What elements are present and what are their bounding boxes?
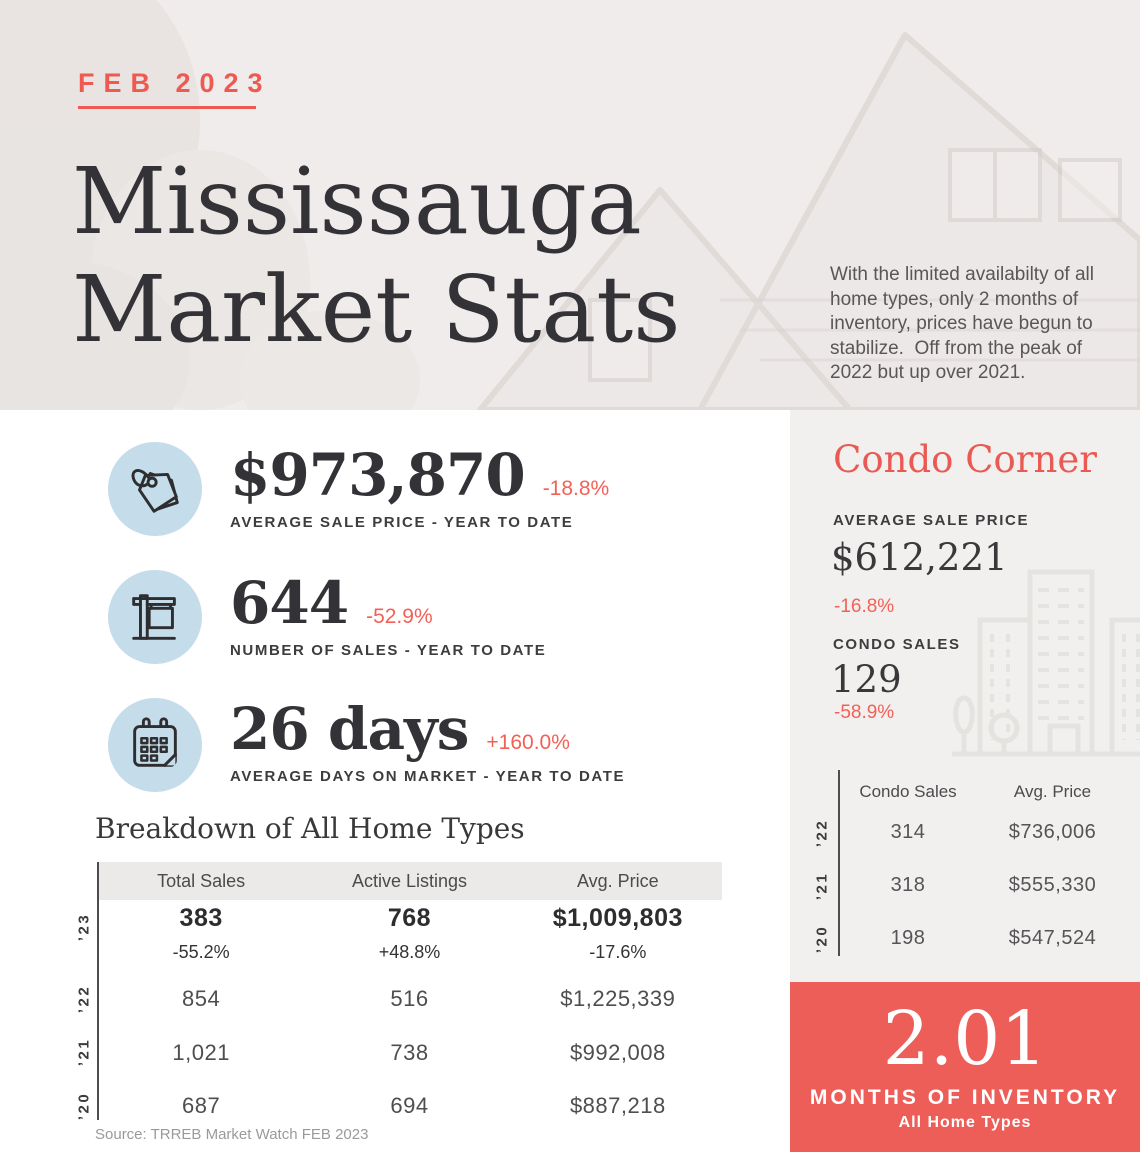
condo-avg-price-change: -16.8% (834, 596, 895, 617)
active-listings-2022: 516 (390, 986, 429, 1011)
condo-column-header-avg-price: Avg. Price (1013, 782, 1092, 801)
total-sales-2021: 1,021 (172, 1040, 230, 1065)
condo-year-label-20: ’20 (813, 924, 831, 954)
breakdown-year-label-20: ’20 (75, 1091, 93, 1121)
avg-price-change-2023: -17.6% (589, 942, 647, 962)
days-on-market-value: 26 days (230, 695, 469, 763)
yard-sign-icon (132, 594, 176, 640)
months-of-inventory-box: 2.01 MONTHS OF INVENTORY All Home Types (790, 982, 1140, 1152)
table-row-2021: 1,021 738 $992,008 (97, 1040, 722, 1066)
total-sales-2023: 383 (179, 904, 223, 932)
table-row-2020: 687 694 $887,218 (97, 1093, 722, 1119)
price-stat-icon-circle (108, 442, 202, 536)
breakdown-title: Breakdown of All Home Types (95, 812, 525, 845)
hero-section: FEB 2023 Mississauga Market Stats With th… (0, 0, 1140, 410)
days-on-market-label: AVERAGE DAYS ON MARKET - YEAR TO DATE (230, 768, 626, 785)
condo-avg-price-2021: $555,330 (1008, 874, 1097, 896)
avg-sale-price-change: -18.8% (542, 477, 610, 500)
condo-avg-price-value: $612,221 (831, 536, 1008, 579)
page-title: Mississauga Market Stats (72, 148, 792, 363)
days-stat: 26 days +160.0% AVERAGE DAYS ON MARKET -… (230, 700, 625, 785)
inventory-label: MONTHS OF INVENTORY (809, 1086, 1121, 1109)
table-row-2023: 383 -55.2% 768 +48.8% $1,009,803 -17.6% (97, 904, 722, 963)
condo-avg-price-2022: $736,006 (1008, 821, 1097, 843)
condo-column-header-sales: Condo Sales (859, 782, 957, 801)
total-sales-2020: 687 (182, 1093, 221, 1118)
column-header-total-sales: Total Sales (157, 870, 246, 891)
page-title-line1: Mississauga (72, 148, 642, 255)
sales-stat-icon-circle (108, 570, 202, 664)
condo-avg-price-label: AVERAGE SALE PRICE (833, 512, 1030, 529)
breakdown-table-axis-line (97, 862, 99, 1120)
calendar-icon (133, 717, 177, 767)
breakdown-year-label-21: ’21 (75, 1037, 93, 1067)
condo-sales-2020: 198 (890, 927, 926, 949)
days-on-market-change: +160.0% (486, 731, 570, 754)
avg-sale-price-value: $973,870 (230, 441, 526, 509)
condo-year-label-21: ’21 (813, 871, 831, 901)
active-listings-2021: 738 (390, 1040, 429, 1065)
active-listings-change-2023: +48.8% (378, 942, 441, 962)
page-title-line2: Market Stats (72, 255, 681, 363)
condo-table-axis-line (838, 770, 840, 956)
table-row-2022: 854 516 $1,225,339 (97, 986, 722, 1012)
condo-sales-2021: 318 (890, 874, 926, 896)
inventory-sublabel: All Home Types (898, 1114, 1032, 1131)
condo-corner-title: Condo Corner (833, 438, 1097, 481)
sales-stat: 644 -52.9% NUMBER OF SALES - YEAR TO DAT… (230, 574, 546, 659)
breakdown-year-label-23: ’23 (75, 912, 93, 942)
condo-sales-value: 129 (831, 658, 902, 701)
date-kicker: FEB 2023 (78, 68, 272, 98)
kicker-underline (78, 106, 256, 109)
price-stat: $973,870 -18.8% AVERAGE SALE PRICE - YEA… (230, 446, 609, 531)
avg-price-2022: $1,225,339 (560, 986, 676, 1011)
breakdown-year-label-22: ’22 (75, 984, 93, 1014)
condo-sales-label: CONDO SALES (833, 636, 961, 653)
condo-sales-change: -58.9% (834, 702, 895, 723)
active-listings-2023: 768 (387, 904, 432, 932)
avg-price-2020: $887,218 (569, 1093, 666, 1118)
number-of-sales-change: -52.9% (366, 605, 433, 628)
house-photo-background (0, 0, 1140, 410)
avg-price-2023: $1,009,803 (552, 904, 683, 932)
price-tags-icon (131, 469, 179, 513)
active-listings-2020: 694 (390, 1093, 429, 1118)
days-stat-icon-circle (108, 698, 202, 792)
number-of-sales-label: NUMBER OF SALES - YEAR TO DATE (230, 642, 547, 659)
source-note: Source: TRREB Market Watch FEB 2023 (95, 1126, 369, 1143)
number-of-sales-value: 644 (230, 569, 349, 637)
inventory-value: 2.01 (882, 996, 1048, 1082)
avg-sale-price-label: AVERAGE SALE PRICE - YEAR TO DATE (230, 514, 574, 531)
total-sales-2022: 854 (182, 986, 221, 1011)
city-buildings-illustration (952, 569, 1140, 757)
intro-paragraph: With the limited availabilty of all home… (830, 264, 1100, 383)
condo-sales-2022: 314 (890, 821, 926, 843)
column-header-active-listings: Active Listings (351, 870, 468, 891)
breakdown-table-header: Total Sales Active Listings Avg. Price (97, 862, 722, 900)
condo-year-label-22: ’22 (813, 818, 831, 848)
column-header-avg-price: Avg. Price (576, 870, 659, 891)
total-sales-change-2023: -55.2% (172, 942, 230, 962)
avg-price-2021: $992,008 (569, 1040, 666, 1065)
condo-avg-price-2020: $547,524 (1008, 927, 1097, 949)
